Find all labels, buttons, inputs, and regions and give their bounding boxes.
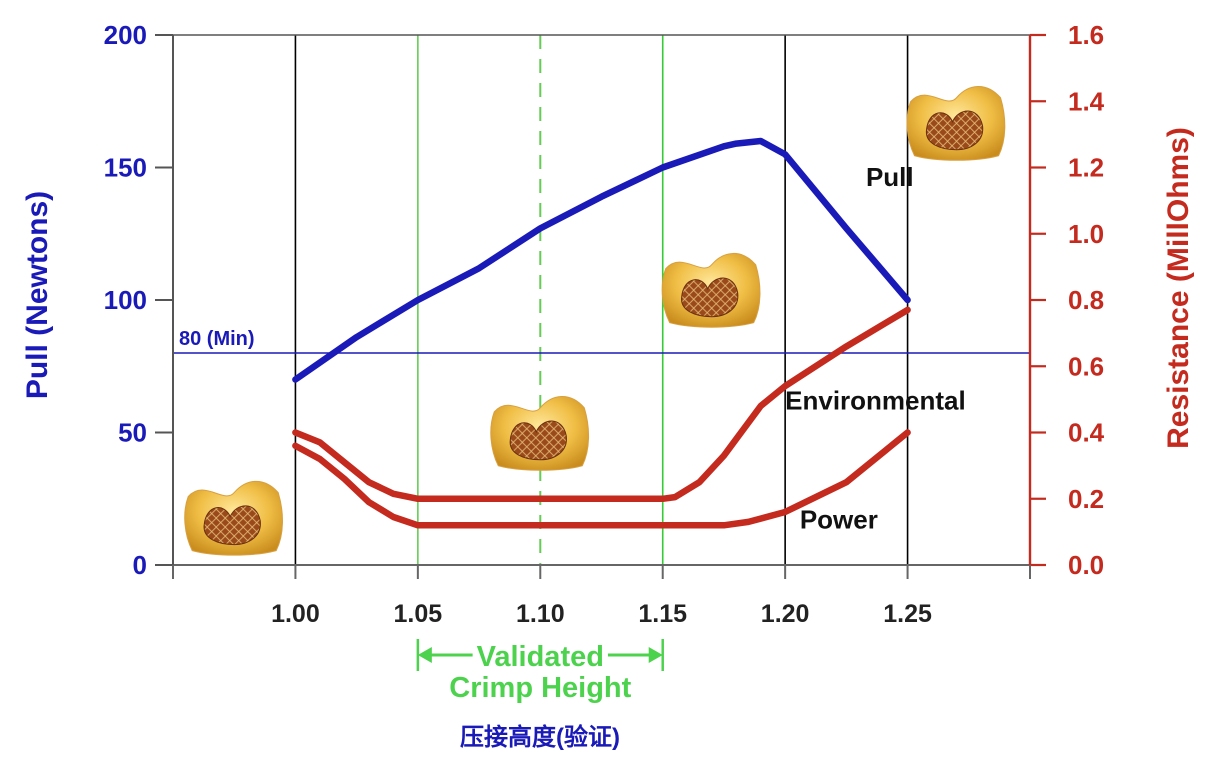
series-line-power — [292, 429, 911, 529]
right-tick-label: 1.2 — [1068, 153, 1104, 183]
x-tick-label: 1.10 — [516, 600, 565, 628]
x-tick-label: 1.20 — [761, 600, 810, 628]
labels: 80 (Min) Pull Environmental Power ValidatedC… — [179, 162, 966, 751]
left-tick-label: 50 — [118, 418, 147, 448]
crimp-strand-mesh — [926, 110, 984, 151]
right-tick-label: 0.4 — [1068, 418, 1105, 448]
x-tick-label: 1.00 — [271, 600, 320, 628]
right-tick-label: 1.0 — [1068, 219, 1104, 249]
crimp-strand-mesh — [509, 420, 567, 461]
validated-range-arrow-right — [648, 647, 663, 663]
left-tick-label: 0 — [133, 550, 147, 580]
right-axis-title: Resistance (MillOhms) — [1162, 127, 1195, 449]
left-tick-label: 150 — [104, 153, 147, 183]
left-tick-label: 200 — [104, 20, 147, 50]
right-tick-label: 1.6 — [1068, 20, 1104, 50]
crimp-cross-section-image — [906, 86, 1006, 161]
validated-range-label-line2: Crimp Height — [449, 672, 631, 704]
crimp-cross-section-image — [490, 396, 590, 471]
left-axis-title: Pull (Newtons) — [21, 191, 54, 399]
series-line-pull — [292, 137, 911, 383]
validated-range-label-backing — [472, 643, 608, 671]
data-series — [292, 137, 911, 529]
series-label-power: Power — [800, 505, 878, 535]
crimp-cross-section-image — [661, 252, 761, 328]
crimp-images — [184, 86, 1006, 556]
crimp-cross-section-image — [184, 480, 283, 556]
right-tick-label: 1.4 — [1068, 86, 1105, 116]
left-tick-label: 100 — [104, 285, 147, 315]
footer-caption: 压接高度(验证) — [460, 723, 620, 751]
validated-range-label-line1: Validated — [477, 641, 604, 673]
crimp-strand-mesh — [203, 505, 261, 546]
validated-range-arrow-left — [417, 647, 432, 663]
x-tick-label: 1.25 — [883, 600, 932, 628]
right-tick-label: 0.0 — [1068, 550, 1104, 580]
series-line-environmental — [292, 306, 911, 503]
reference-line-label: 80 (Min) — [179, 328, 255, 350]
series-label-environmental: Environmental — [785, 385, 966, 415]
gridlines — [173, 35, 1030, 565]
x-tick-label: 1.05 — [394, 600, 443, 628]
axes: 0 50 100 150 200 0.0 0.2 0.4 0.6 0.8 1.0 1.2 1.4 1.6 1… — [21, 20, 1195, 628]
right-tick-label: 0.6 — [1068, 351, 1104, 381]
series-label-pull: Pull — [866, 162, 914, 192]
crimp-strand-mesh — [681, 277, 739, 318]
x-tick-label: 1.15 — [638, 600, 687, 628]
right-tick-label: 0.8 — [1068, 285, 1104, 315]
right-tick-label: 0.2 — [1068, 484, 1104, 514]
